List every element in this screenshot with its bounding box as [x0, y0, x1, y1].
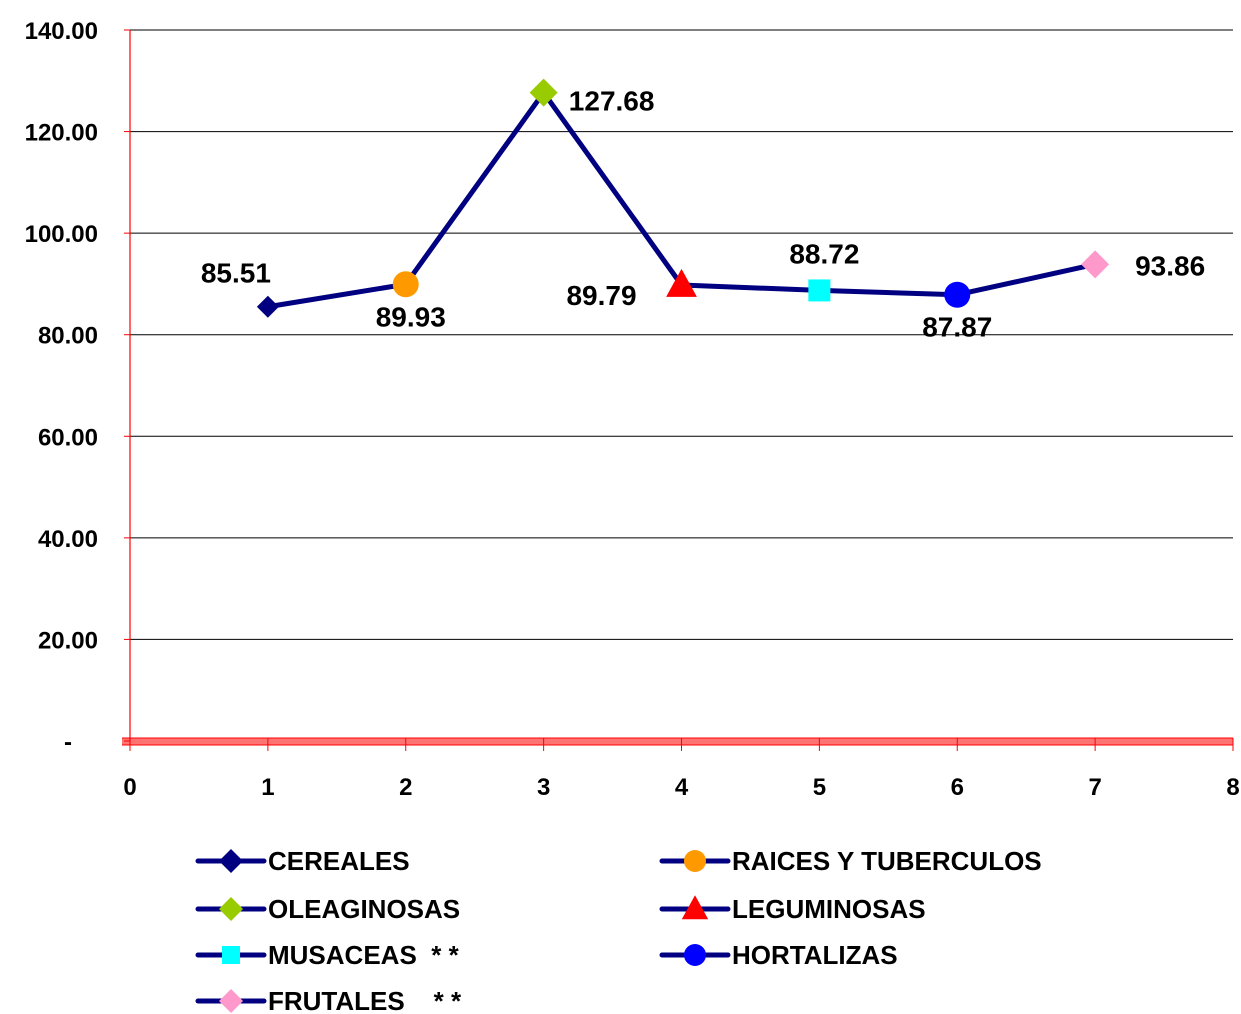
- legend-marker: [219, 897, 243, 921]
- legend-marker: [219, 989, 243, 1013]
- legend-label: MUSACEAS * *: [268, 940, 460, 970]
- x-tick-label: 1: [261, 774, 274, 801]
- legend-item: OLEAGINOSAS: [195, 894, 460, 924]
- x-tick-label: 0: [123, 774, 136, 801]
- data-marker: [1081, 250, 1110, 279]
- y-tick-label: -: [64, 729, 72, 756]
- legend-label: OLEAGINOSAS: [268, 894, 460, 924]
- x-tick-label: 8: [1226, 774, 1239, 801]
- data-label: 87.87: [922, 312, 992, 343]
- y-tick-label: 40.00: [38, 526, 98, 553]
- y-tick-labels: - 20.00 40.00 60.00 80.00 100.00 120.00 140.00: [25, 18, 98, 756]
- x-tick-label: 6: [951, 774, 964, 801]
- legend-marker: [681, 895, 709, 920]
- data-labels: 85.51 89.93 127.68 89.79 88.72 87.87 93.86: [201, 86, 1205, 343]
- x-axis-band: [122, 738, 1233, 745]
- data-label: 89.93: [376, 301, 446, 332]
- y-tick-label: 100.00: [25, 221, 98, 248]
- data-label: 93.86: [1135, 250, 1205, 281]
- legend-item: LEGUMINOSAS: [659, 894, 926, 924]
- legend-marker: [684, 944, 706, 966]
- legend-label: CEREALES: [268, 846, 410, 876]
- x-tick-label: 4: [675, 774, 689, 801]
- y-tick-label: 140.00: [25, 18, 98, 45]
- legend-label: RAICES Y TUBERCULOS: [732, 846, 1042, 876]
- data-marker: [392, 271, 419, 298]
- data-label: 89.79: [566, 280, 636, 311]
- legend-label: LEGUMINOSAS: [732, 894, 926, 924]
- legend-label: FRUTALES * *: [268, 986, 462, 1014]
- data-markers: [256, 78, 1110, 318]
- x-tick-label: 5: [813, 774, 826, 801]
- legend-marker: [219, 849, 243, 873]
- y-tick-label: 80.00: [38, 323, 98, 350]
- x-tick-label: 7: [1088, 774, 1101, 801]
- legend-item: RAICES Y TUBERCULOS: [659, 846, 1042, 876]
- legend-marker: [684, 850, 706, 872]
- x-tick-label: 2: [399, 774, 412, 801]
- data-marker: [256, 295, 279, 318]
- legend: CEREALES RAICES Y TUBERCULOS OLEAGINOSAS LE…: [195, 846, 1042, 1014]
- data-marker: [529, 78, 558, 107]
- x-tick-label: 3: [537, 774, 550, 801]
- y-tick-label: 60.00: [38, 424, 98, 451]
- data-marker: [666, 268, 697, 297]
- legend-item: MUSACEAS * *: [195, 940, 460, 970]
- y-tick-label: 20.00: [38, 627, 98, 654]
- data-label: 88.72: [789, 238, 859, 269]
- data-label: 127.68: [569, 86, 655, 117]
- legend-item: CEREALES: [195, 846, 410, 876]
- x-tick-labels: 0 1 2 3 4 5 6 7 8: [123, 774, 1239, 801]
- axes: [122, 29, 1234, 751]
- data-marker: [808, 279, 831, 302]
- legend-item: HORTALIZAS: [659, 940, 898, 970]
- gridlines: [130, 29, 1233, 640]
- legend-marker: [222, 946, 240, 964]
- data-label: 85.51: [201, 258, 271, 289]
- y-tick-label: 120.00: [25, 120, 98, 147]
- legend-item: FRUTALES * *: [195, 986, 462, 1014]
- data-marker: [944, 281, 971, 308]
- legend-label: HORTALIZAS: [732, 940, 898, 970]
